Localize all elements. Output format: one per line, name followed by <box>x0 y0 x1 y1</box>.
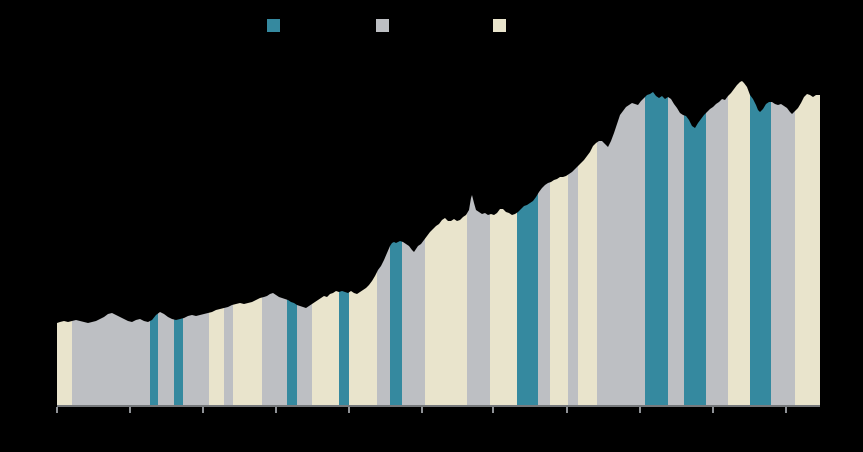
era-band-gray <box>568 81 578 406</box>
era-band-teal <box>517 81 538 406</box>
era-band-gray <box>706 81 728 406</box>
era-band-gray <box>262 81 287 406</box>
era-band-teal <box>390 81 402 406</box>
era-band-gray <box>224 81 233 406</box>
era-band-cream <box>349 81 377 406</box>
era-band-gray <box>597 81 645 406</box>
era-band-teal <box>645 81 668 406</box>
era-band-gray <box>72 81 150 406</box>
era-band-gray <box>377 81 390 406</box>
era-band-cream <box>209 81 224 406</box>
era-band-gray <box>158 81 174 406</box>
era-band-cream <box>795 81 820 406</box>
legend-swatch-cream <box>493 19 506 32</box>
era-band-gray <box>402 81 425 406</box>
x-axis-ticks <box>56 407 787 413</box>
era-band-gray <box>771 81 795 406</box>
era-band-teal <box>750 81 771 406</box>
legend-swatch-teal <box>267 19 280 32</box>
era-band-cream <box>233 81 262 406</box>
era-band-cream <box>550 81 568 406</box>
era-band-teal <box>150 81 158 406</box>
era-bands <box>57 81 820 406</box>
legend-swatch-gray <box>376 19 389 32</box>
era-band-teal <box>684 81 706 406</box>
era-band-cream <box>57 81 72 406</box>
era-band-cream <box>578 81 597 406</box>
era-band-cream <box>728 81 750 406</box>
era-band-gray <box>467 81 490 406</box>
era-band-teal <box>287 81 297 406</box>
era-band-cream <box>490 81 517 406</box>
era-band-gray <box>297 81 312 406</box>
era-band-gray <box>538 81 550 406</box>
era-band-teal <box>339 81 349 406</box>
era-band-cream <box>425 81 467 406</box>
era-band-gray <box>668 81 684 406</box>
era-band-gray <box>183 81 209 406</box>
era-band-teal <box>174 81 183 406</box>
era-band-cream <box>312 81 339 406</box>
